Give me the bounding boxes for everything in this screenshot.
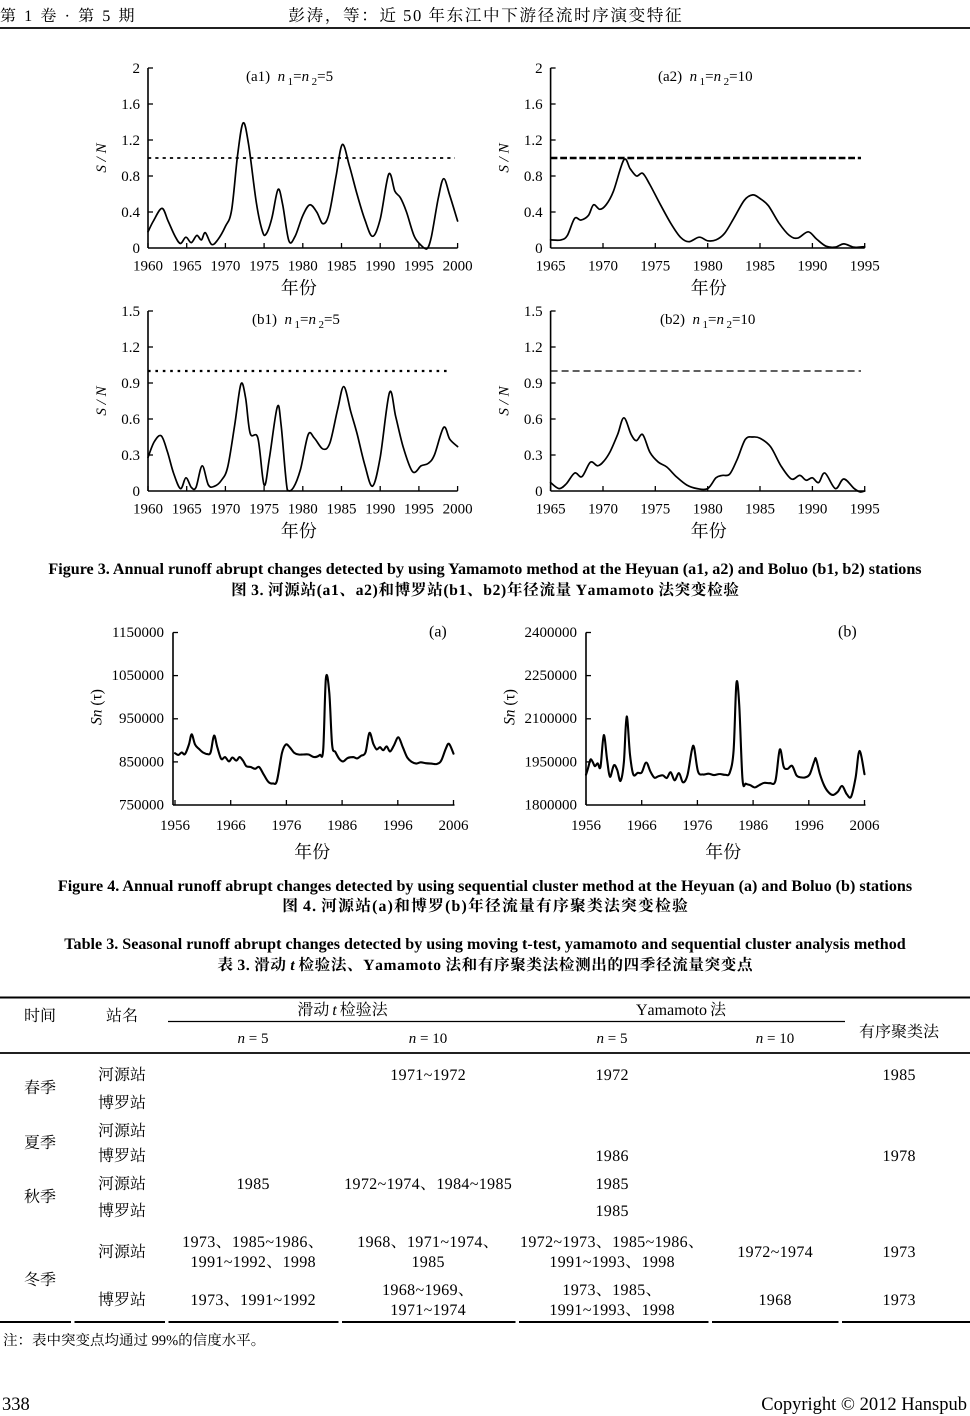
svg-text:1996: 1996 — [794, 818, 825, 834]
svg-text:1.6: 1.6 — [121, 97, 140, 113]
svg-text:1976: 1976 — [271, 818, 302, 834]
svg-text:1966: 1966 — [216, 818, 247, 834]
svg-text:1975: 1975 — [640, 502, 670, 518]
svg-text:1970: 1970 — [588, 502, 618, 518]
svg-text:0.4: 0.4 — [524, 205, 543, 221]
svg-text:1975: 1975 — [249, 259, 279, 275]
svg-text:1965: 1965 — [172, 502, 202, 518]
svg-text:Sn (τ): Sn (τ) — [502, 689, 519, 725]
svg-text:2400000: 2400000 — [525, 625, 578, 641]
svg-text:750000: 750000 — [119, 798, 164, 814]
svg-text:2000: 2000 — [443, 259, 473, 275]
svg-text:1975: 1975 — [640, 259, 670, 275]
svg-text:n = 10: n = 10 — [756, 1031, 794, 1047]
svg-text:1965: 1965 — [536, 502, 566, 518]
svg-text:0.4: 0.4 — [121, 205, 140, 221]
svg-text:1150000: 1150000 — [112, 625, 164, 641]
svg-text:1.5: 1.5 — [524, 304, 543, 320]
svg-text:1995: 1995 — [850, 502, 880, 518]
svg-text:Sn (τ): Sn (τ) — [89, 689, 106, 725]
svg-text:1975: 1975 — [249, 502, 279, 518]
svg-text:1985: 1985 — [327, 259, 357, 275]
svg-text:1965: 1965 — [536, 259, 566, 275]
svg-text:S / N: S / N — [497, 385, 513, 415]
svg-text:S / N: S / N — [497, 142, 513, 172]
svg-text:1.2: 1.2 — [524, 340, 543, 356]
svg-text:1985: 1985 — [327, 502, 357, 518]
svg-text:1986: 1986 — [738, 818, 769, 834]
svg-text:0: 0 — [535, 484, 543, 500]
svg-text:2006: 2006 — [850, 818, 881, 834]
svg-text:1965: 1965 — [172, 259, 202, 275]
svg-text:1950000: 1950000 — [525, 754, 578, 770]
svg-text:0.9: 0.9 — [524, 376, 543, 392]
svg-text:1990: 1990 — [365, 259, 395, 275]
svg-text:1.2: 1.2 — [121, 340, 140, 356]
svg-text:(b2) n1=n2=10: (b2) n 1=n 2=10 — [660, 312, 755, 331]
svg-text:1980: 1980 — [288, 502, 318, 518]
svg-text:1985: 1985 — [745, 259, 775, 275]
svg-text:1966: 1966 — [627, 818, 658, 834]
svg-text:2100000: 2100000 — [525, 711, 578, 727]
svg-text:1956: 1956 — [160, 818, 191, 834]
svg-text:1980: 1980 — [693, 259, 723, 275]
svg-text:1.6: 1.6 — [524, 97, 543, 113]
svg-text:n = 5: n = 5 — [597, 1031, 628, 1047]
svg-text:1986: 1986 — [327, 818, 358, 834]
svg-text:0: 0 — [133, 484, 141, 500]
svg-text:850000: 850000 — [119, 754, 164, 770]
svg-text:(a1) n1=n2=5: (a1) n 1=n 2=5 — [246, 69, 333, 88]
svg-text:2250000: 2250000 — [525, 668, 578, 684]
svg-text:1980: 1980 — [693, 502, 723, 518]
svg-text:1976: 1976 — [682, 818, 713, 834]
svg-text:1985: 1985 — [745, 502, 775, 518]
svg-text:n = 10: n = 10 — [409, 1031, 447, 1047]
svg-text:0.8: 0.8 — [121, 169, 140, 185]
svg-text:0.9: 0.9 — [121, 376, 140, 392]
svg-text:1970: 1970 — [210, 502, 240, 518]
svg-text:1995: 1995 — [850, 259, 880, 275]
svg-text:1.2: 1.2 — [524, 133, 543, 149]
svg-text:1995: 1995 — [404, 502, 434, 518]
svg-text:1990: 1990 — [797, 502, 827, 518]
svg-text:1.5: 1.5 — [121, 304, 140, 320]
svg-text:950000: 950000 — [119, 711, 164, 727]
svg-text:1960: 1960 — [133, 259, 163, 275]
svg-text:1970: 1970 — [588, 259, 618, 275]
svg-text:0.6: 0.6 — [524, 412, 543, 428]
svg-text:(b): (b) — [838, 624, 857, 641]
svg-text:1995: 1995 — [404, 259, 434, 275]
svg-text:S / N: S / N — [94, 142, 110, 172]
svg-text:2: 2 — [133, 61, 141, 77]
svg-text:(b1) n1=n2=5: (b1) n 1=n 2=5 — [252, 312, 340, 331]
svg-text:1.2: 1.2 — [121, 133, 140, 149]
svg-text:0: 0 — [535, 241, 543, 257]
svg-text:0.3: 0.3 — [524, 448, 543, 464]
svg-text:0: 0 — [133, 241, 141, 257]
svg-text:1990: 1990 — [797, 259, 827, 275]
svg-text:0.6: 0.6 — [121, 412, 140, 428]
svg-text:1800000: 1800000 — [525, 798, 578, 814]
svg-text:1050000: 1050000 — [112, 668, 165, 684]
svg-text:1990: 1990 — [365, 502, 395, 518]
svg-text:2: 2 — [535, 61, 543, 77]
svg-text:1960: 1960 — [133, 502, 163, 518]
svg-text:0.8: 0.8 — [524, 169, 543, 185]
svg-text:(a): (a) — [429, 624, 447, 641]
svg-text:2000: 2000 — [443, 502, 473, 518]
svg-text:1956: 1956 — [571, 818, 602, 834]
svg-text:(a2) n1=n2=10: (a2) n 1=n 2=10 — [658, 69, 753, 88]
svg-text:S / N: S / N — [94, 385, 110, 415]
svg-text:1970: 1970 — [210, 259, 240, 275]
svg-text:0.3: 0.3 — [121, 448, 140, 464]
svg-text:1980: 1980 — [288, 259, 318, 275]
svg-text:1996: 1996 — [383, 818, 414, 834]
svg-text:2006: 2006 — [439, 818, 470, 834]
svg-text:n = 5: n = 5 — [238, 1031, 269, 1047]
